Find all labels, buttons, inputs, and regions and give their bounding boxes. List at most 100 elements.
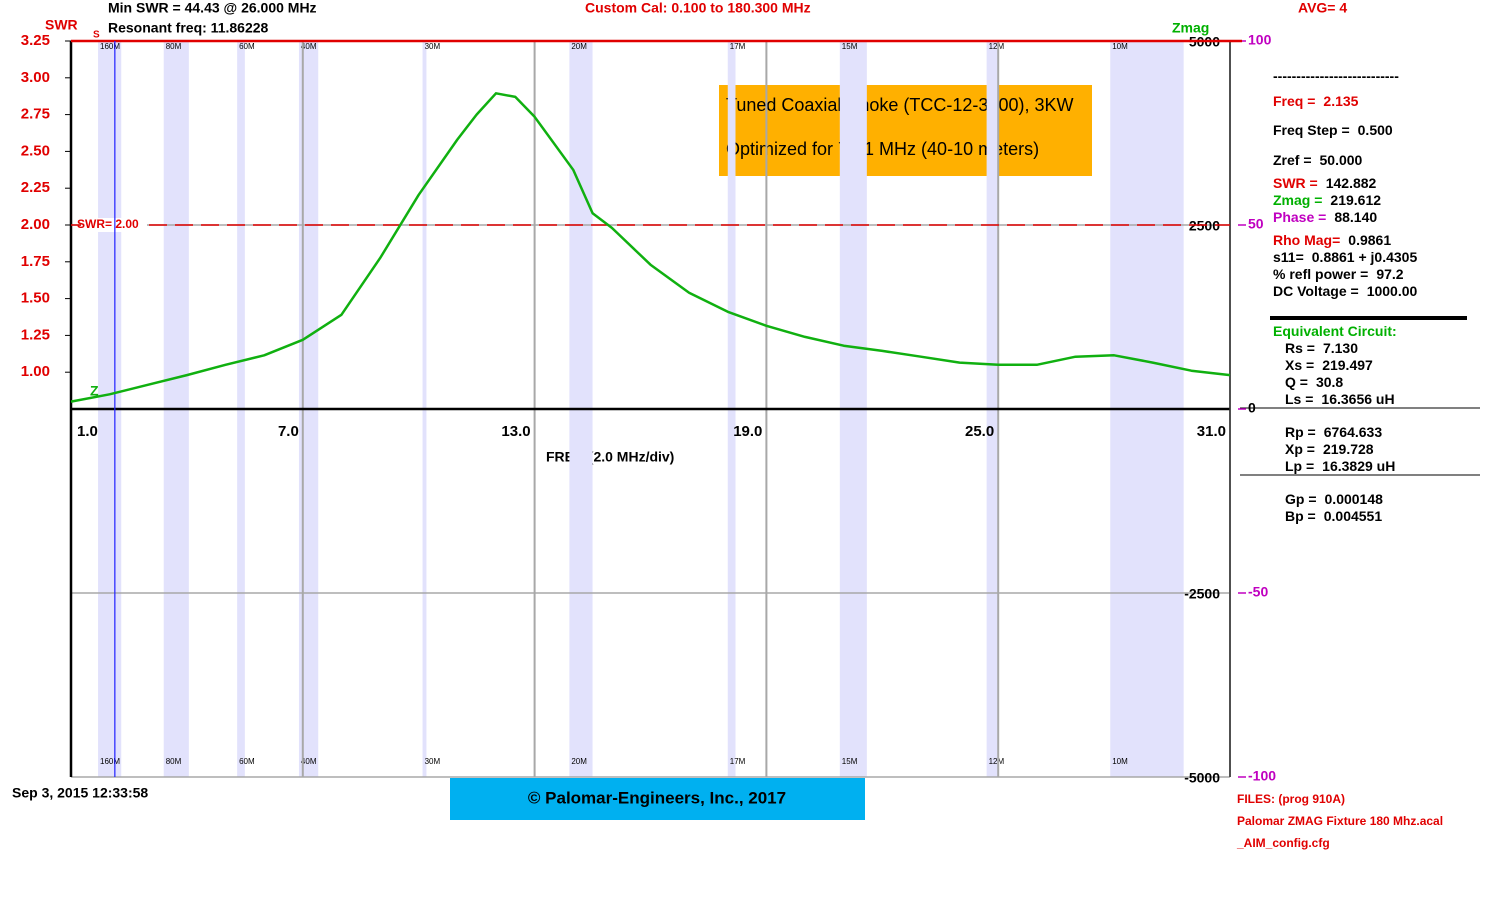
readout-label: Rp =	[1285, 424, 1316, 440]
readout-label: Freq Step =	[1273, 122, 1350, 138]
readout-line: Freq Step = 0.500	[1273, 122, 1393, 138]
readout-value: 30.8	[1316, 374, 1343, 390]
readout-value: 0.500	[1358, 122, 1393, 138]
band-label: 60M	[239, 42, 255, 51]
readout-label: ---------------------------	[1273, 68, 1399, 84]
y2-tick-label: -2500	[1184, 586, 1220, 602]
readout-line: % refl power = 97.2	[1273, 266, 1404, 282]
x-tick-label: 13.0	[501, 423, 530, 440]
timestamp: Sep 3, 2015 12:33:58	[12, 785, 148, 801]
y3-tick-label: 0	[1248, 400, 1256, 416]
y2-tick-label: -5000	[1184, 770, 1220, 786]
readout-label: Xs =	[1285, 357, 1314, 373]
band-label: 160M	[100, 757, 120, 766]
x-tick-label: 25.0	[965, 423, 994, 440]
x-tick-label: 31.0	[1197, 423, 1226, 440]
band-label: 40M	[301, 757, 317, 766]
readout-label: SWR =	[1273, 175, 1318, 191]
averaging: AVG= 4	[1298, 0, 1347, 16]
band-label: 60M	[239, 757, 255, 766]
readout-value: 142.882	[1326, 175, 1377, 191]
x-axis-title: FREQ (2.0 MHz/div)	[546, 449, 674, 465]
file-info: FILES: (prog 910A)	[1237, 792, 1345, 806]
swr-limit-label: SWR= 2.00	[77, 217, 139, 231]
y3-tick-label: -100	[1248, 768, 1276, 784]
y-tick-label: 3.25	[21, 32, 50, 49]
readout-line: Lp = 16.3829 uH	[1285, 458, 1395, 474]
readout-line: ---------------------------	[1273, 68, 1399, 84]
readout-label: Rs =	[1285, 340, 1315, 356]
zmag-line	[70, 92, 1231, 403]
readout-label: Zmag =	[1273, 192, 1322, 208]
y-tick-label: 1.25	[21, 326, 50, 343]
annotation: Optimized for 7-21 MHz (40-10 meters)	[726, 139, 1039, 159]
band-label: 80M	[166, 42, 182, 51]
readout-line: Ls = 16.3656 uH	[1285, 391, 1395, 407]
readout-value: 0.004551	[1324, 508, 1383, 524]
y-tick-label: 2.00	[21, 216, 50, 233]
y-tick-label: 1.50	[21, 290, 50, 307]
readout-label: Q =	[1285, 374, 1308, 390]
y-tick-label: 2.75	[21, 106, 50, 123]
readout-line: Xs = 219.497	[1285, 357, 1373, 373]
swr-trace-label: S	[93, 30, 100, 41]
band-label: 30M	[425, 42, 441, 51]
readout-line: Equivalent Circuit:	[1273, 323, 1397, 339]
readout-label: Rho Mag=	[1273, 232, 1340, 248]
readout-value: 7.130	[1323, 340, 1358, 356]
readout-value: 16.3829 uH	[1322, 458, 1395, 474]
y-axis-title: SWR	[45, 17, 78, 33]
y-tick-label: 2.50	[21, 142, 50, 159]
annotation-box	[719, 85, 1092, 176]
calibration: Custom Cal: 0.100 to 180.300 MHz	[585, 0, 811, 16]
readout-label: Freq =	[1273, 93, 1315, 109]
band-label: 20M	[571, 757, 587, 766]
band-label: 12M	[989, 757, 1005, 766]
band-label: 40M	[301, 42, 317, 51]
file-info: _AIM_config.cfg	[1236, 836, 1330, 850]
annotation: Tuned Coaxial Choke (TCC-12-3000), 3KW	[726, 95, 1073, 115]
band-label: 80M	[166, 757, 182, 766]
readout-line: DC Voltage = 1000.00	[1273, 283, 1418, 299]
x-tick-label: 1.0	[77, 423, 98, 440]
readout-line: Zref = 50.000	[1273, 152, 1363, 168]
readout-value: 219.497	[1322, 357, 1373, 373]
y-tick-label: 3.00	[21, 69, 50, 86]
x-tick-label: 19.0	[733, 423, 762, 440]
readout-value: 0.000148	[1325, 491, 1384, 507]
copyright: © Palomar-Engineers, Inc., 2017	[528, 788, 786, 807]
readout-value: 6764.633	[1324, 424, 1383, 440]
y2-axis-title: Zmag	[1172, 20, 1209, 36]
readout-line: Freq = 2.135	[1273, 93, 1359, 109]
resonant-freq: Resonant freq: 11.86228	[108, 20, 269, 36]
y3-tick-label: -50	[1248, 584, 1268, 600]
readout-value: 97.2	[1376, 266, 1403, 282]
label-bg	[81, 218, 147, 232]
band-label: 17M	[730, 42, 746, 51]
readout-line: Q = 30.8	[1285, 374, 1343, 390]
readout-value: 88.140	[1334, 209, 1377, 225]
min-swr: Min SWR = 44.43 @ 26.000 MHz	[108, 0, 317, 16]
readout-label: Lp =	[1285, 458, 1314, 474]
readout-label: Xp =	[1285, 441, 1315, 457]
readout-value: 0.9861	[1348, 232, 1391, 248]
band-label: 15M	[842, 42, 858, 51]
separator	[1270, 316, 1467, 320]
readout-line: Phase = 88.140	[1273, 209, 1377, 225]
readout-label: % refl power =	[1273, 266, 1368, 282]
readout-value: 16.3656 uH	[1321, 391, 1394, 407]
readout-label: Phase =	[1273, 209, 1326, 225]
readout-line: Zmag = 219.612	[1273, 192, 1381, 208]
readout-label: Ls =	[1285, 391, 1313, 407]
y3-tick-label: 100	[1248, 32, 1272, 48]
x-tick-label: 7.0	[278, 423, 299, 440]
band-label: 12M	[989, 42, 1005, 51]
readout-label: DC Voltage =	[1273, 283, 1359, 299]
file-info: Palomar ZMAG Fixture 180 Mhz.acal	[1237, 814, 1443, 828]
band-label: 30M	[425, 757, 441, 766]
band-label: 10M	[1112, 757, 1128, 766]
readout-value: 219.728	[1323, 441, 1374, 457]
readout-line: Rho Mag= 0.9861	[1273, 232, 1391, 248]
y3-tick-label: 50	[1248, 216, 1264, 232]
